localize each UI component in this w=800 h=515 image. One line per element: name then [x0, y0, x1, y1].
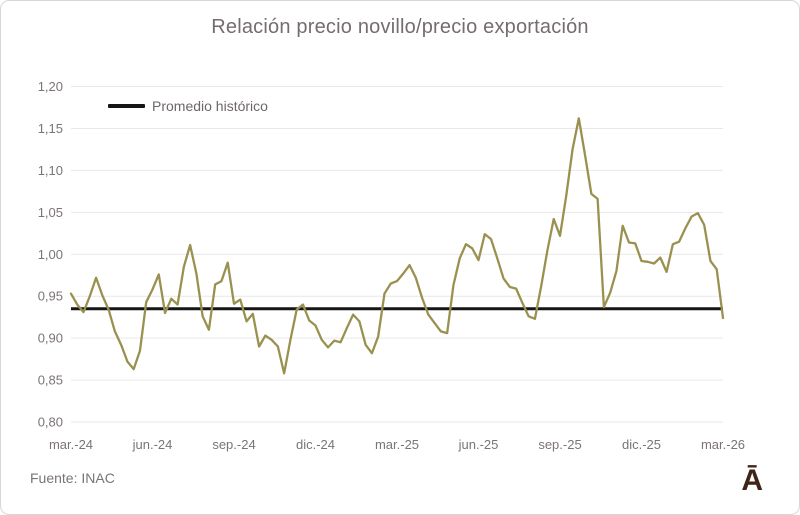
x-tick-label: mar.-24 [49, 437, 93, 452]
y-tick-label: 0,95 [38, 289, 63, 304]
legend-line-swatch [108, 104, 145, 108]
y-tick-label: 0,80 [38, 415, 63, 430]
x-tick-label: sep.-25 [538, 437, 581, 452]
y-tick-label: 0,85 [38, 373, 63, 388]
y-tick-label: 1,10 [38, 163, 63, 178]
x-tick-label: jun.-25 [458, 437, 499, 452]
y-tick-label: 0,90 [38, 331, 63, 346]
x-tick-label: dic.-25 [622, 437, 661, 452]
x-tick-label: dic.-24 [296, 437, 335, 452]
x-tick-label: mar.-26 [701, 437, 745, 452]
x-tick-label: sep.-24 [212, 437, 255, 452]
y-tick-label: 1,00 [38, 247, 63, 262]
x-tick-label: mar.-25 [375, 437, 419, 452]
x-tick-label: jun.-24 [132, 437, 173, 452]
legend-label: Promedio histórico [152, 98, 268, 114]
price-ratio-line [69, 117, 725, 375]
y-tick-label: 1,15 [38, 121, 63, 136]
y-tick-label: 1,05 [38, 205, 63, 220]
chart-title: Relación precio novillo/precio exportaci… [211, 16, 589, 38]
legend: Promedio histórico [108, 98, 268, 114]
source-note: Fuente: INAC [30, 470, 115, 486]
y-tick-label: 1,20 [38, 79, 63, 94]
brand-logo: Ā [741, 464, 763, 497]
